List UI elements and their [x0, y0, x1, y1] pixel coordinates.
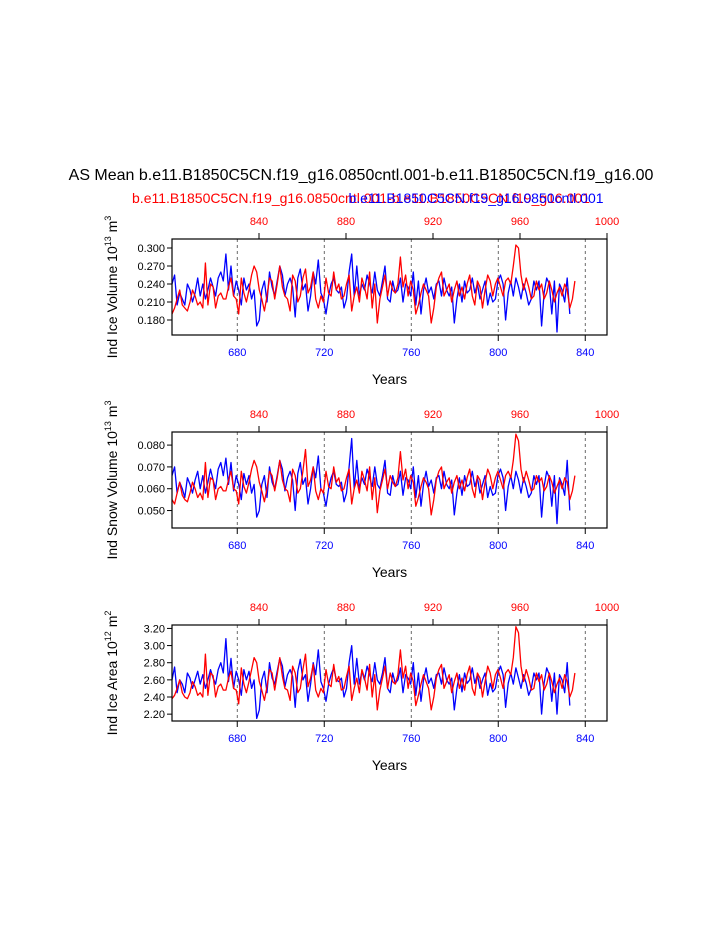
- series-group: [172, 433, 576, 525]
- x-tick-label-top: 920: [424, 602, 442, 614]
- y-tick-label: 0.300: [137, 243, 165, 255]
- y-tick-label: 0.240: [137, 279, 165, 291]
- plot-frame: [171, 238, 608, 336]
- y-axis-label-part: 12: [103, 631, 113, 641]
- y-axis-label-part: m: [104, 221, 120, 237]
- x-tick-label-bottom: 720: [315, 347, 333, 359]
- y-axis-label-part: 3: [103, 400, 113, 405]
- x-tick-label-bottom: 840: [576, 733, 594, 745]
- y-tick-label: 0.180: [137, 315, 165, 327]
- y-axis-label: Ind Ice Volume 1013 m3: [103, 216, 120, 359]
- series-group: [172, 626, 576, 720]
- y-tick-label: 0.080: [137, 440, 165, 452]
- x-axis-label: Years: [372, 564, 407, 580]
- x-tick-label-top: 880: [337, 409, 355, 421]
- x-tick-label-bottom: 840: [576, 347, 594, 359]
- x-tick-label-top: 880: [337, 602, 355, 614]
- plot-frame: [171, 624, 608, 722]
- y-axis-label-part: 13: [103, 421, 113, 431]
- x-tick-label-bottom: 720: [315, 540, 333, 552]
- y-tick-label: 0.060: [137, 484, 165, 496]
- x-tick-label-bottom: 800: [489, 733, 507, 745]
- y-axis-label-part: 2: [103, 611, 113, 616]
- x-tick-label-top: 920: [424, 409, 442, 421]
- x-axis-label: Years: [372, 371, 407, 387]
- x-tick-label-bottom: 680: [228, 347, 246, 359]
- y-axis-label-part: 13: [103, 236, 113, 246]
- x-tick-label-bottom: 680: [228, 540, 246, 552]
- y-axis-label-part: Ind Ice Area 10: [104, 641, 120, 735]
- y-tick-label: 2.80: [144, 658, 165, 670]
- series-line-red: [172, 626, 576, 711]
- legend-red-label: b.e11.B1850C5CN.f19_g16.0850cntl.001-b.e…: [132, 190, 590, 206]
- x-tick-label-top: 1000: [595, 602, 619, 614]
- y-tick-label: 2.40: [144, 692, 165, 704]
- x-tick-label-top: 960: [511, 216, 529, 228]
- x-tick-label-bottom: 680: [228, 733, 246, 745]
- x-tick-label-bottom: 800: [489, 347, 507, 359]
- y-tick-label: 0.270: [137, 261, 165, 273]
- y-axis-label-part: Ind Ice Volume 10: [104, 246, 120, 358]
- y-axis-label-part: 3: [103, 216, 113, 221]
- y-axis-label-part: m: [104, 616, 120, 632]
- x-tick-label-bottom: 760: [402, 733, 420, 745]
- x-axis-label: Years: [372, 757, 407, 773]
- figure-title: AS Mean b.e11.B1850C5CN.f19_g16.0850cntl…: [69, 167, 654, 184]
- x-tick-label-top: 960: [511, 602, 529, 614]
- y-axis-label: Ind Snow Volume 1013 m3: [103, 400, 120, 559]
- x-tick-label-top: 920: [424, 216, 442, 228]
- x-tick-label-bottom: 760: [402, 540, 420, 552]
- x-tick-label-top: 880: [337, 216, 355, 228]
- y-tick-label: 2.60: [144, 675, 165, 687]
- chart-panel-1: 0.180 0.210 0.240 0.270 0.300 680 720 760 800 840…: [103, 216, 619, 387]
- x-tick-label-top: 1000: [595, 409, 619, 421]
- y-axis-label-part: m: [104, 406, 120, 422]
- panels-group: 0.180 0.210 0.240 0.270 0.300 680 720 760 800 840…: [103, 216, 619, 773]
- x-tick-label-bottom: 840: [576, 540, 594, 552]
- x-tick-label-bottom: 720: [315, 733, 333, 745]
- y-tick-label: 3.20: [144, 623, 165, 635]
- x-tick-label-top: 1000: [595, 216, 619, 228]
- plot-frame: [171, 431, 608, 529]
- legend-blue-label: b.e11.B1850C5CN.f19_g16.0850cntl.001: [348, 190, 603, 206]
- x-tick-label-top: 840: [250, 602, 268, 614]
- x-tick-label-top: 960: [511, 409, 529, 421]
- chart-panel-3: 2.20 2.40 2.60 2.80 3.00 3.20 680 720 760 800 840 8…: [103, 602, 619, 773]
- y-tick-label: 0.050: [137, 506, 165, 518]
- y-tick-label: 0.210: [137, 297, 165, 309]
- x-tick-label-top: 840: [250, 409, 268, 421]
- series-group: [172, 244, 576, 333]
- x-tick-label-bottom: 800: [489, 540, 507, 552]
- y-tick-label: 3.00: [144, 641, 165, 653]
- y-tick-label: 0.070: [137, 462, 165, 474]
- chart-panel-2: 0.050 0.060 0.070 0.080 680 720 760 800 840 840 88…: [103, 400, 619, 580]
- y-axis-label-part: Ind Snow Volume 10: [104, 431, 120, 560]
- series-line-red: [172, 244, 576, 324]
- y-tick-label: 2.20: [144, 709, 165, 721]
- x-tick-label-bottom: 760: [402, 347, 420, 359]
- y-axis-label: Ind Ice Area 1012 m2: [103, 611, 120, 736]
- x-tick-label-top: 840: [250, 216, 268, 228]
- series-line-red: [172, 433, 576, 516]
